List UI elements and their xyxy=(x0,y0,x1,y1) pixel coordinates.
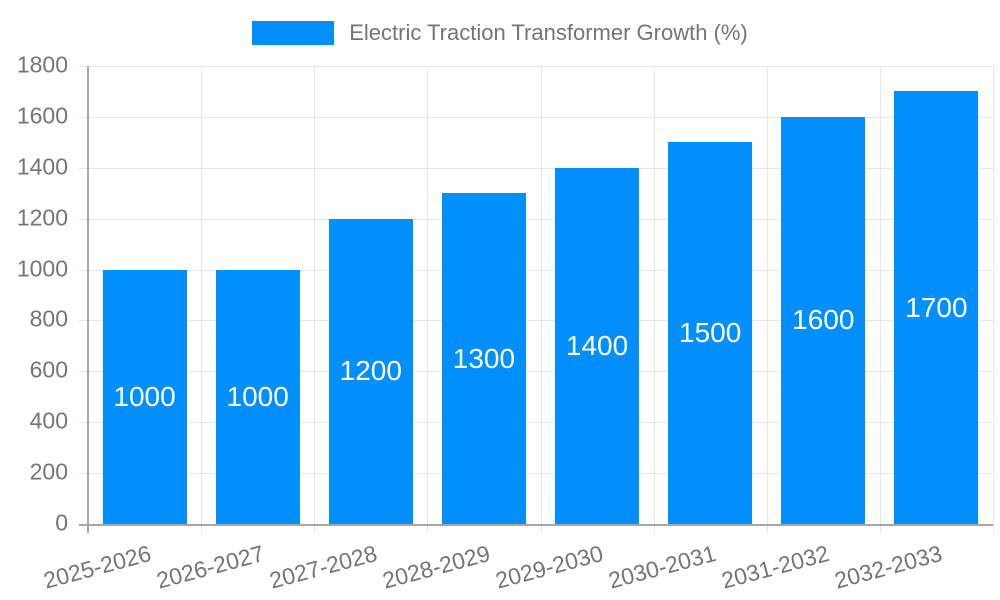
y-gridline xyxy=(79,116,993,118)
bar-value-label: 1400 xyxy=(565,329,629,361)
chart-legend[interactable]: Electric Traction Transformer Growth (%) xyxy=(0,20,1000,46)
bar-2029-2030[interactable] xyxy=(555,167,640,524)
x-axis-tick-label: 2026-2027 xyxy=(153,540,267,594)
bar-2026-2027[interactable] xyxy=(215,269,300,524)
y-gridline xyxy=(79,167,993,169)
x-gridline xyxy=(201,66,203,533)
legend-swatch xyxy=(252,21,335,45)
y-gridline xyxy=(79,422,993,424)
bar-value-label: 1000 xyxy=(226,380,289,412)
bar-2027-2028[interactable] xyxy=(328,218,413,524)
x-axis-tick-label: 2025-2026 xyxy=(40,540,154,594)
x-axis-tick-label: 2028-2029 xyxy=(379,540,493,594)
bar-2031-2032[interactable] xyxy=(781,116,866,524)
x-gridline xyxy=(766,66,768,533)
x-gridline xyxy=(879,66,881,533)
bar-value-label: 1700 xyxy=(905,291,968,323)
bar-value-label: 1600 xyxy=(792,304,855,336)
y-gridline xyxy=(79,66,993,67)
y-gridline xyxy=(79,320,993,322)
y-axis-tick-label: 400 xyxy=(29,407,68,434)
legend-label: Electric Traction Transformer Growth (%) xyxy=(349,20,748,45)
y-axis-tick-label: 0 xyxy=(55,509,68,536)
bar-2032-2033[interactable] xyxy=(894,91,979,524)
x-axis-tick-label: 2027-2028 xyxy=(266,540,380,594)
bar-value-label: 1000 xyxy=(113,380,176,412)
y-axis-line xyxy=(87,66,89,533)
y-gridline xyxy=(79,371,993,373)
y-gridline xyxy=(79,473,993,475)
y-axis-tick-label: 1000 xyxy=(16,254,68,281)
bar-2025-2026[interactable] xyxy=(102,269,187,524)
bar-value-label: 1300 xyxy=(452,342,516,374)
x-gridline xyxy=(540,66,542,533)
y-axis-tick-label: 1400 xyxy=(16,153,68,180)
y-axis-tick-label: 1600 xyxy=(16,102,68,129)
y-axis-tick-label: 1800 xyxy=(16,51,68,78)
y-axis-tick-label: 600 xyxy=(29,356,68,383)
x-axis-tick-label: 2029-2030 xyxy=(492,540,606,594)
x-gridline xyxy=(653,66,655,533)
y-gridline xyxy=(79,218,993,220)
x-axis-line xyxy=(79,524,993,526)
y-axis-tick-label: 1200 xyxy=(16,204,68,231)
x-gridline xyxy=(314,66,316,533)
bar-value-label: 1200 xyxy=(339,355,402,387)
x-axis-tick-label: 2032-2033 xyxy=(832,540,946,594)
bar-2028-2029[interactable] xyxy=(441,193,526,524)
bar-2030-2031[interactable] xyxy=(668,142,753,524)
bar-value-label: 1500 xyxy=(679,317,742,349)
x-gridline xyxy=(993,66,994,533)
x-axis-tick-label: 2030-2031 xyxy=(605,540,719,594)
y-gridline xyxy=(79,269,993,271)
y-axis-tick-label: 800 xyxy=(29,305,68,332)
y-axis-tick-label: 200 xyxy=(29,458,68,485)
x-axis-tick-label: 2031-2032 xyxy=(719,540,833,594)
x-gridline xyxy=(427,66,429,533)
